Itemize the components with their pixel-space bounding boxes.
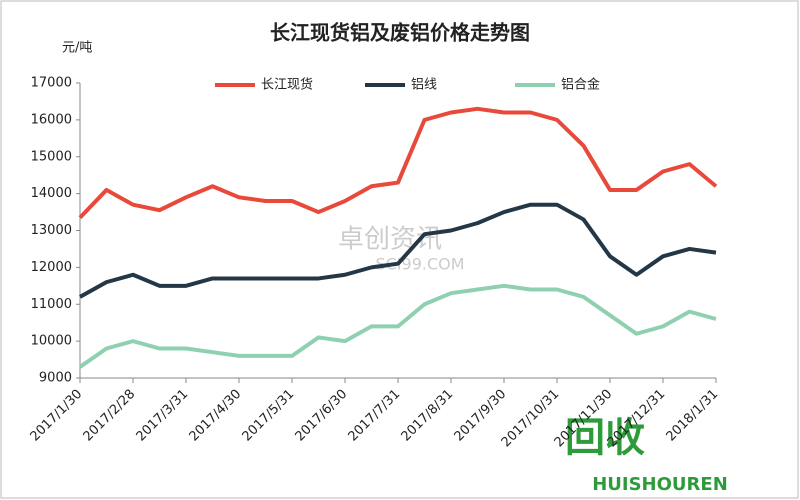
series-line: [79, 202, 717, 299]
y-tick-label: 11000: [31, 297, 72, 312]
y-tick-label: 16000: [31, 112, 72, 127]
y-tick-label: 17000: [31, 76, 72, 91]
watermark-url: SCI99.COM: [375, 255, 464, 274]
y-tick-label: 12000: [31, 260, 72, 275]
series-line: [78, 283, 717, 369]
chart-title: 长江现货铝及废铝价格走势图: [270, 21, 530, 45]
legend-label: 铝线: [411, 78, 437, 93]
y-tick-label: 10000: [31, 334, 72, 349]
watermark: 卓创资讯: [338, 225, 442, 255]
legend-label: 长江现货: [261, 77, 313, 93]
y-tick-label: 9000: [39, 371, 72, 386]
logo-mark: 回收: [565, 415, 645, 461]
legend-label: 铝合金: [561, 77, 600, 93]
y-tick-label: 14000: [31, 186, 72, 201]
y-tick-label: 13000: [31, 223, 72, 238]
logo: HUISHOUREN: [592, 474, 728, 495]
y-axis-label: 元/吨: [62, 41, 92, 56]
series-line: [78, 106, 718, 219]
y-tick-label: 15000: [31, 149, 72, 164]
